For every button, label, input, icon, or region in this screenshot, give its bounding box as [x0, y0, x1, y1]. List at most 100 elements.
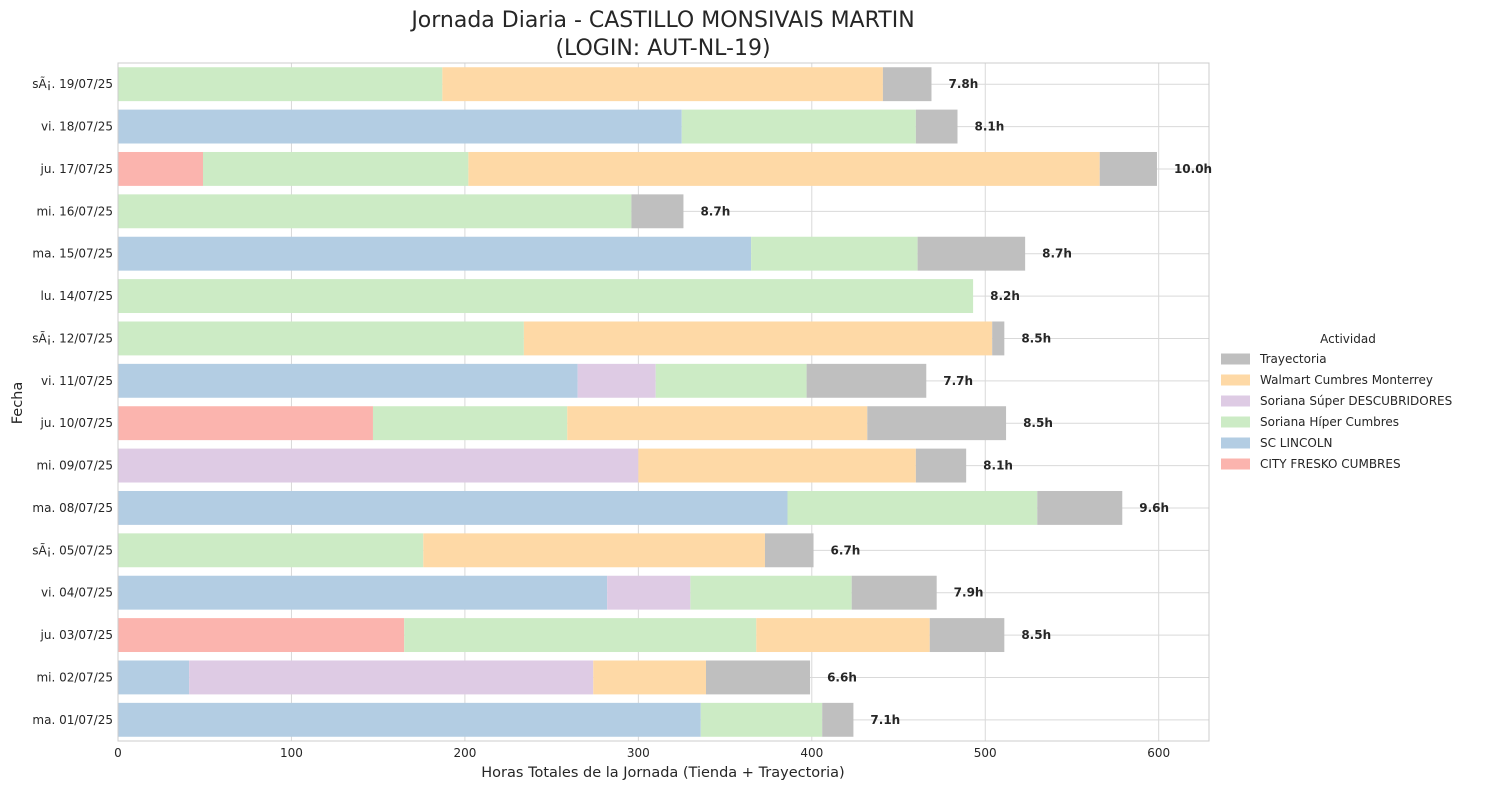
bar-trayectoria: [915, 109, 958, 144]
bar-sc-lincoln: [118, 575, 608, 610]
bar-walmart-cumbres-monterrey: [567, 406, 868, 441]
bar-soriana-hiper-cumbres: [404, 618, 757, 653]
y-tick-label: sÃ¡. 05/07/25: [32, 542, 113, 557]
bar-trayectoria: [917, 236, 1026, 271]
bars: [118, 67, 1157, 737]
total-hours-label: 8.7h: [700, 204, 730, 218]
bar-trayectoria: [705, 660, 811, 695]
bar-soriana-hiper-cumbres: [372, 406, 568, 441]
x-tick-label: 600: [1147, 746, 1170, 760]
legend-label: Soriana Híper Cumbres: [1260, 415, 1399, 429]
y-tick-label: mi. 16/07/25: [36, 204, 113, 218]
bar-trayectoria: [929, 618, 1005, 653]
bar-city-fresko-cumbres: [118, 151, 203, 186]
total-hours-label: 8.5h: [1023, 416, 1053, 430]
y-tick-label: ma. 01/07/25: [32, 713, 113, 727]
bar-walmart-cumbres-monterrey: [638, 448, 916, 483]
legend-swatch-soriana-hiper-cumbres: [1221, 416, 1250, 428]
bar-trayectoria: [851, 575, 937, 610]
bar-soriana-hiper-cumbres: [787, 490, 1038, 525]
total-hours-label: 8.1h: [983, 459, 1013, 473]
legend: Actividad Trayectoria Walmart Cumbres Mon…: [1221, 332, 1452, 471]
bar-city-fresko-cumbres: [118, 406, 373, 441]
bar-soriana-hiper-cumbres: [655, 363, 807, 398]
bar-soriana-hiper-cumbres: [202, 151, 469, 186]
bar-walmart-cumbres-monterrey: [593, 660, 706, 695]
bar-trayectoria: [992, 321, 1005, 356]
y-tick-label: ju. 03/07/25: [40, 628, 113, 642]
y-tick-label: mi. 09/07/25: [36, 459, 113, 473]
bar-sc-lincoln: [118, 490, 788, 525]
bar-soriana-hiper-cumbres: [118, 67, 443, 102]
y-tick-label: vi. 18/07/25: [41, 120, 113, 134]
total-hours-label: 8.2h: [990, 289, 1020, 303]
bar-trayectoria: [882, 67, 932, 102]
y-tick-label: ju. 10/07/25: [40, 416, 113, 430]
legend-swatch-trayectoria: [1221, 353, 1250, 365]
y-tick-label: lu. 14/07/25: [41, 289, 113, 303]
legend-label: CITY FRESKO CUMBRES: [1260, 457, 1401, 471]
bar-soriana-hiper-cumbres: [118, 321, 524, 356]
legend-swatch-walmart-cumbres-monterrey: [1221, 374, 1250, 386]
bar-walmart-cumbres-monterrey: [423, 533, 765, 568]
chart-title-line1: Jornada Diaria - CASTILLO MONSIVAIS MART…: [409, 8, 914, 33]
legend-swatch-city-fresko-cumbres: [1221, 458, 1250, 470]
bar-soriana-hiper-cumbres: [751, 236, 918, 271]
y-tick-labels: sÃ¡. 19/07/25 vi. 18/07/25 ju. 17/07/25 mi.…: [32, 76, 113, 727]
plot-frame: [117, 62, 1210, 742]
bar-walmart-cumbres-monterrey: [442, 67, 883, 102]
bar-soriana-hiper-cumbres: [690, 575, 852, 610]
bar-trayectoria: [1099, 151, 1157, 186]
y-tick-label: mi. 02/07/25: [36, 670, 113, 684]
x-tick-label: 0: [114, 746, 122, 760]
bar-soriana-hiper-cumbres: [118, 279, 974, 314]
chart-title-line2: (LOGIN: AUT-NL-19): [555, 36, 770, 61]
total-hours-label: 8.7h: [1042, 247, 1072, 261]
bar-sc-lincoln: [118, 236, 752, 271]
total-hours-label: 7.1h: [870, 713, 900, 727]
bar-walmart-cumbres-monterrey: [468, 151, 1100, 186]
legend-swatch-sc-lincoln: [1221, 437, 1250, 449]
total-labels: 7.8h 8.1h 10.0h 8.7h 8.7h 8.2h 8.5h 7.7h 8.5h 8.1…: [700, 77, 1212, 727]
legend-label: Walmart Cumbres Monterrey: [1260, 373, 1433, 387]
y-axis-title: Fecha: [10, 382, 26, 425]
bar-walmart-cumbres-monterrey: [756, 618, 930, 653]
x-tick-label: 400: [800, 746, 823, 760]
total-hours-label: 8.5h: [1021, 628, 1051, 642]
x-axis-title: Horas Totales de la Jornada (Tienda + Tr…: [481, 765, 844, 781]
x-tick-label: 500: [974, 746, 997, 760]
bar-soriana-hiper-cumbres: [681, 109, 916, 144]
legend-swatch-soriana-super-descubridores: [1221, 395, 1250, 407]
bar-trayectoria: [631, 194, 684, 229]
bar-trayectoria: [1037, 490, 1123, 525]
x-tick-label: 300: [627, 746, 650, 760]
total-hours-label: 8.1h: [974, 120, 1004, 134]
bar-soriana-super-descubridores: [189, 660, 594, 695]
x-tick-labels: 0 100 200 300 400 500 600: [114, 746, 1170, 760]
bar-soriana-super-descubridores: [607, 575, 691, 610]
total-hours-label: 7.7h: [943, 374, 973, 388]
legend-label: Soriana Súper DESCUBRIDORES: [1260, 394, 1452, 408]
total-hours-label: 7.9h: [954, 586, 984, 600]
total-hours-label: 7.8h: [948, 77, 978, 91]
bar-walmart-cumbres-monterrey: [523, 321, 993, 356]
total-hours-label: 8.5h: [1021, 331, 1051, 345]
legend-label: Trayectoria: [1259, 352, 1327, 366]
x-tick-label: 200: [453, 746, 476, 760]
bar-soriana-hiper-cumbres: [700, 702, 823, 737]
bar-city-fresko-cumbres: [118, 618, 405, 653]
legend-label: SC LINCOLN: [1260, 436, 1333, 450]
y-tick-label: ma. 08/07/25: [32, 501, 113, 515]
legend-title: Actividad: [1320, 332, 1376, 346]
y-tick-label: vi. 11/07/25: [41, 374, 113, 388]
y-tick-label: ju. 17/07/25: [40, 162, 113, 176]
y-tick-label: sÃ¡. 12/07/25: [32, 330, 113, 345]
bar-soriana-super-descubridores: [118, 448, 639, 483]
total-hours-label: 6.7h: [831, 543, 861, 557]
bar-sc-lincoln: [118, 109, 682, 144]
bar-sc-lincoln: [118, 702, 701, 737]
bar-trayectoria: [867, 406, 1007, 441]
y-tick-label: vi. 04/07/25: [41, 586, 113, 600]
